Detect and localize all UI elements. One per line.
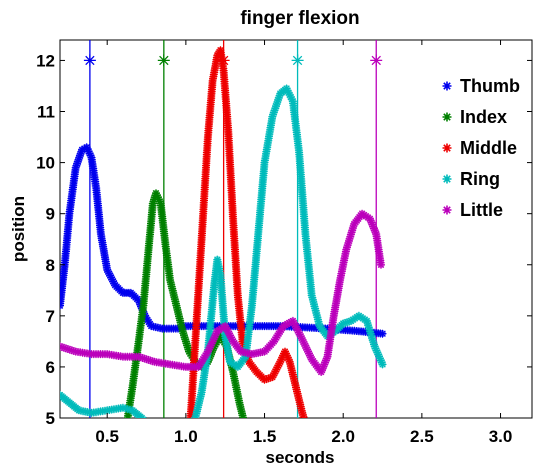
legend-label-index: Index (460, 107, 507, 127)
x-tick-label: 2.5 (410, 427, 434, 446)
legend-marker-ring (442, 174, 452, 184)
legend-marker-little (442, 205, 452, 215)
peak-marker-thumb (83, 54, 96, 67)
x-tick-label: 1.5 (253, 427, 277, 446)
x-tick-label: 3.0 (489, 427, 513, 446)
legend-label-ring: Ring (460, 169, 500, 189)
x-tick-label: 2.0 (331, 427, 355, 446)
legend-marker-index (442, 112, 452, 122)
series-markers-middle (186, 46, 308, 418)
y-tick-label: 5 (46, 409, 55, 428)
chart-title: finger flexion (240, 8, 359, 29)
series-middle (186, 46, 308, 418)
legend-label-middle: Middle (460, 138, 517, 158)
x-tick-label: 1.0 (174, 427, 198, 446)
y-tick-label: 8 (46, 256, 55, 275)
data-layer (60, 40, 387, 418)
legend-marker-middle (442, 143, 452, 153)
series-little (60, 209, 385, 376)
series-markers-little (60, 209, 385, 376)
peak-marker-little (370, 54, 383, 67)
x-tick-label: 0.5 (95, 427, 119, 446)
plot-area (59, 39, 533, 419)
y-tick-label: 12 (36, 51, 55, 70)
legend-label-thumb: Thumb (460, 76, 520, 96)
x-axis-label: seconds (266, 448, 335, 467)
y-tick-label: 11 (37, 103, 55, 122)
y-tick-label: 9 (46, 205, 55, 224)
y-tick-label: 6 (46, 358, 55, 377)
peak-marker-ring (291, 54, 304, 67)
legend: Thumb Index Middle Ring Little (442, 76, 520, 220)
legend-marker-thumb (442, 81, 452, 91)
series-group (60, 40, 387, 418)
legend-label-little: Little (460, 200, 503, 220)
series-markers-ring (60, 84, 387, 418)
y-tick-label: 7 (46, 307, 55, 326)
peak-marker-index (157, 54, 170, 67)
y-axis-label: position (9, 196, 28, 262)
tick-layer: 0.5 1.0 1.5 2.0 2.5 3.0 5 6 7 8 9 10 11 12 (36, 40, 532, 446)
y-tick-label: 10 (36, 154, 55, 173)
